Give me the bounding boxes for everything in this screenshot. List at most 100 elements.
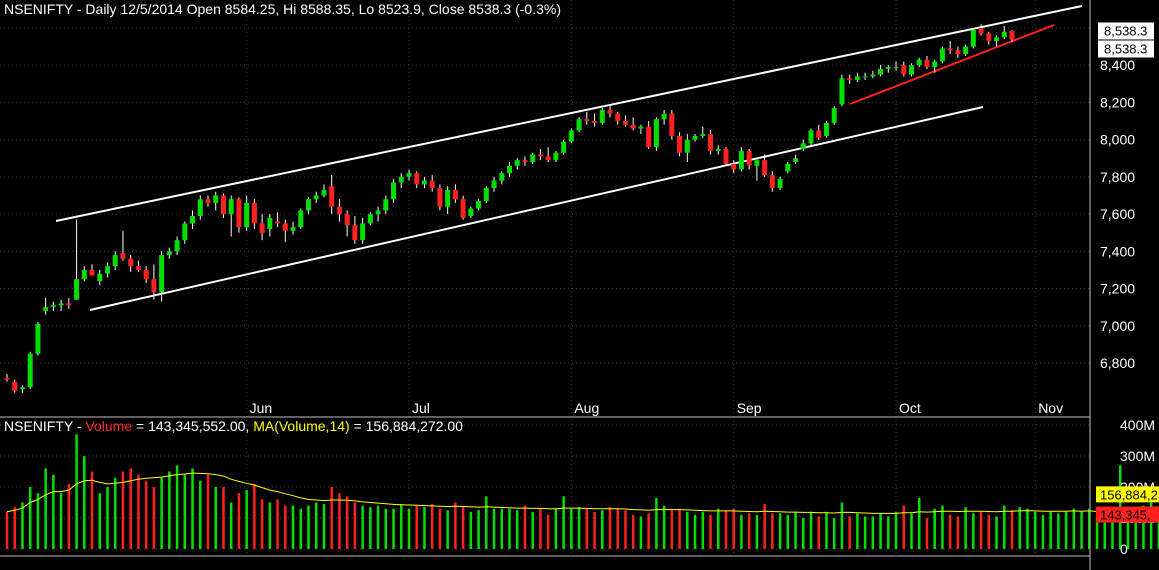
volume-bar (647, 513, 650, 549)
candlestick (1001, 26, 1007, 40)
candle-body (213, 195, 219, 203)
candlestick (576, 117, 582, 133)
volume-bar (59, 493, 63, 549)
candlestick (545, 147, 551, 162)
volume-bar (902, 505, 906, 549)
volume-bar (28, 487, 32, 549)
candle-body (909, 65, 914, 75)
volume-bar (686, 511, 689, 549)
candle-body (1009, 30, 1015, 40)
candle-body (568, 130, 574, 142)
candlestick (994, 35, 1000, 47)
candle-body (128, 258, 134, 267)
volume-bar (732, 508, 735, 549)
price-summary: - Daily 12/5/2014 Open 8584.25, Hi 8588.… (72, 1, 561, 17)
candle-body (105, 266, 110, 274)
volume-bar (1010, 510, 1014, 549)
candle-body (507, 165, 512, 174)
candle-body (491, 180, 497, 189)
candle-body (352, 225, 358, 241)
volume-bar (1134, 511, 1137, 549)
volume-bar (539, 508, 542, 549)
volume-bar (508, 508, 511, 549)
candlestick (916, 57, 922, 68)
month-label: Oct (899, 400, 921, 416)
volume-bar (438, 508, 442, 549)
candle-body (151, 279, 157, 293)
candlestick (986, 31, 992, 45)
volume-bar (291, 505, 295, 549)
candle-body (27, 353, 33, 388)
candlestick (128, 255, 134, 272)
current-price-label: 8,538.3 (1104, 41, 1147, 56)
candle-body (622, 121, 628, 125)
candlestick (120, 230, 126, 261)
volume-bar (747, 513, 751, 549)
candlestick (568, 128, 574, 144)
candlestick (831, 106, 837, 125)
volume-bar (585, 508, 589, 549)
volume-bar (848, 516, 851, 549)
candle-body (615, 113, 621, 122)
candlestick (885, 65, 891, 73)
candlestick (50, 301, 56, 311)
candlestick (924, 55, 930, 69)
candle-body (885, 67, 891, 69)
candlestick (213, 191, 219, 211)
candlestick (584, 111, 590, 125)
candlestick (499, 171, 505, 185)
candle-body (576, 119, 582, 131)
volume-bar (369, 507, 372, 549)
candlestick (607, 106, 613, 118)
volume-bar (515, 510, 519, 549)
volume-bar (485, 496, 488, 549)
volume-bar (376, 505, 380, 549)
volume-bar (268, 502, 272, 549)
candlestick (978, 24, 984, 36)
volume-bar (1111, 514, 1114, 549)
volume-bar (13, 507, 16, 549)
candle-body (236, 199, 242, 228)
volume-bar (446, 510, 449, 549)
volume-bar (910, 513, 913, 549)
volume-bar (175, 465, 179, 549)
volume-bar (887, 516, 890, 549)
volume-bar (740, 514, 743, 549)
candle-body (785, 163, 791, 172)
volume-bar (639, 516, 643, 549)
candle-body (182, 223, 188, 241)
candlestick (638, 124, 644, 135)
candle-body (638, 126, 644, 129)
candlestick (731, 160, 737, 174)
candle-body (646, 126, 652, 148)
candlestick (166, 247, 172, 259)
candlestick (754, 158, 760, 181)
upper-channel-line (55, 5, 1083, 222)
candle-body (754, 160, 760, 166)
volume-bar (199, 480, 202, 549)
volume-bar (995, 516, 998, 549)
candlestick (963, 44, 969, 56)
trendlines (55, 5, 1083, 311)
volume-bar (384, 508, 388, 549)
candlestick (275, 212, 281, 228)
candle-body (661, 113, 667, 120)
volume-bar (1088, 508, 1091, 549)
month-label: Jun (250, 400, 273, 416)
candle-body (978, 28, 984, 34)
candlestick (174, 236, 180, 256)
volume-bar (469, 511, 473, 549)
volume-bar (454, 502, 457, 549)
volume-bar (36, 493, 40, 549)
volume-bar (724, 510, 728, 549)
candle-body (769, 175, 775, 189)
candle-body (174, 240, 180, 252)
volume-bar (477, 510, 480, 549)
candlestick (932, 59, 938, 73)
volume-bar (152, 487, 156, 549)
volume-bar (168, 471, 171, 549)
volume-bar (113, 477, 117, 549)
volume-bar (83, 456, 86, 549)
volume-bar (353, 502, 357, 549)
candlestick (870, 70, 876, 79)
